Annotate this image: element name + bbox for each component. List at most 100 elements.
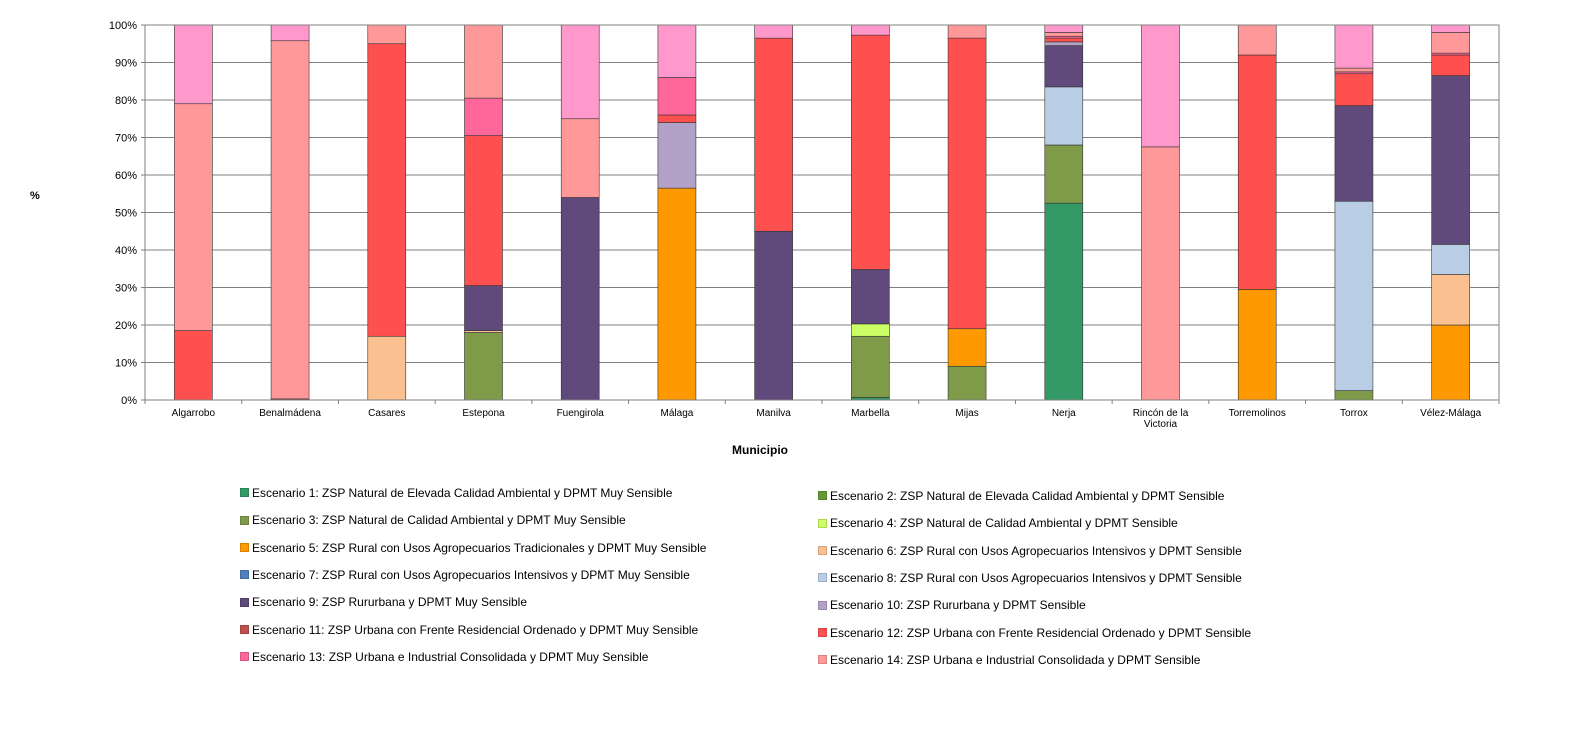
bar-segment	[754, 230, 793, 401]
plot-frame	[144, 24, 1500, 401]
x-tick-label: Algarrobo	[172, 408, 216, 419]
bar-segment	[1431, 32, 1470, 54]
legend-item: Escenario 1: ZSP Natural de Elevada Cali…	[240, 486, 672, 500]
bar-segment	[1334, 67, 1374, 73]
legend-swatch	[240, 652, 249, 662]
bar-segment	[367, 24, 407, 45]
bar-segment	[754, 37, 793, 232]
bar-segment	[464, 97, 503, 136]
legend-item: Escenario 6: ZSP Rural con Usos Agropecu…	[818, 544, 1242, 558]
y-tick-label: 90%	[115, 58, 137, 70]
x-axis-ticks: Algarrobo Benalmádena Casares Estepona Fueng…	[144, 400, 1500, 430]
legend-item: Escenario 9: ZSP Rururbana y DPMT Muy Se…	[240, 595, 527, 609]
bar-segment	[754, 24, 793, 39]
legend-label: Escenario 9: ZSP Rururbana y DPMT Muy Se…	[252, 595, 528, 610]
bar-segment	[1044, 144, 1084, 204]
bar-segment	[1334, 390, 1374, 401]
bar-segment	[367, 335, 407, 401]
bar-segment	[1237, 289, 1277, 401]
legend-item: Escenario 3: ZSP Natural de Calidad Ambi…	[240, 513, 626, 527]
legend-label: Escenario 7: ZSP Rural con Usos Agropecu…	[252, 567, 690, 582]
x-tick-label: Manilva	[756, 408, 791, 419]
legend-swatch	[818, 573, 827, 583]
legend-label: Escenario 2: ZSP Natural de Elevada Cali…	[830, 489, 1225, 503]
bar-segment	[560, 118, 600, 198]
bar-segment	[851, 323, 890, 337]
y-tick-label: 30%	[115, 283, 137, 295]
bar-segment	[947, 37, 987, 330]
bar-segment	[1431, 274, 1470, 326]
bar-segment	[1431, 54, 1470, 76]
y-tick-label: 100%	[109, 20, 137, 32]
gridlines	[145, 24, 1499, 401]
legend-swatch	[240, 515, 249, 525]
legend-label: Escenario 3: ZSP Natural de Calidad Ambi…	[252, 513, 626, 528]
y-tick-label: 60%	[115, 170, 137, 182]
legend-item: Escenario 7: ZSP Rural con Usos Agropecu…	[240, 568, 690, 582]
bar-segment	[464, 285, 503, 331]
y-tick-label: 80%	[115, 95, 137, 107]
legend-swatch	[240, 570, 249, 580]
bar-segment	[1237, 54, 1277, 290]
bar-segment	[1334, 73, 1374, 106]
legend-label: Escenario 11: ZSP Urbana con Frente Resi…	[252, 622, 699, 637]
x-tick-label: Torremolinos	[1229, 408, 1286, 419]
axes	[144, 24, 1500, 401]
x-tick-label: Vélez-Málaga	[1420, 408, 1482, 419]
x-tick-label: Estepona	[462, 408, 505, 419]
legend-item: Escenario 14: ZSP Urbana e Industrial Co…	[818, 653, 1200, 667]
x-tick-label: Fuengirola	[557, 408, 605, 419]
y-tick-label: 0%	[121, 395, 137, 407]
bar-segment	[1431, 24, 1470, 33]
bar-segment	[270, 24, 310, 42]
legend-item: Escenario 5: ZSP Rural con Usos Agropecu…	[240, 541, 706, 555]
bar-segment	[1141, 146, 1180, 401]
legend-label: Escenario 5: ZSP Rural con Usos Agropecu…	[252, 540, 707, 555]
legend-label: Escenario 4: ZSP Natural de Calidad Ambi…	[830, 516, 1178, 531]
legend-label: Escenario 10: ZSP Rururbana y DPMT Sensi…	[830, 598, 1086, 613]
bar-segment	[851, 335, 890, 398]
bar-segment	[1044, 202, 1084, 401]
legend-label: Escenario 1: ZSP Natural de Elevada Cali…	[252, 486, 673, 500]
legend-item: Escenario 11: ZSP Urbana con Frente Resi…	[240, 623, 698, 637]
legend-label: Escenario 6: ZSP Rural con Usos Agropecu…	[830, 543, 1242, 558]
legend-item: Escenario 2: ZSP Natural de Elevada Cali…	[818, 489, 1224, 503]
legend-swatch	[240, 597, 249, 607]
legend-item: Escenario 13: ZSP Urbana e Industrial Co…	[240, 650, 648, 664]
bar-segment	[1044, 24, 1084, 33]
x-axis-title: Municipio	[732, 443, 788, 457]
y-tick-label: 20%	[115, 320, 137, 332]
legend-swatch	[818, 491, 827, 501]
x-tick-label: Marbella	[851, 408, 890, 419]
legend-swatch	[818, 600, 827, 610]
legend-swatch	[818, 518, 827, 528]
bar-segment	[851, 24, 890, 36]
bar-segment	[1334, 105, 1374, 202]
y-tick-label: 10%	[115, 358, 137, 370]
legend-item: Escenario 8: ZSP Rural con Usos Agropecu…	[818, 571, 1242, 585]
bar-segment	[1431, 75, 1470, 245]
x-tick-label: Mijas	[955, 408, 978, 419]
legend-swatch	[240, 542, 249, 552]
bar-segment	[657, 114, 697, 123]
bar-segment	[367, 43, 407, 337]
x-tick-label: Casares	[368, 408, 405, 419]
bar-segment	[657, 77, 697, 116]
bar-segment	[560, 24, 600, 120]
legend-label: Escenario 8: ZSP Rural con Usos Agropecu…	[830, 570, 1242, 585]
bar-segment	[174, 24, 213, 105]
bar-segment	[1044, 45, 1084, 88]
bar-segment	[657, 122, 697, 189]
bar-segment	[1334, 24, 1374, 69]
bar-segment	[464, 332, 503, 401]
x-tick-label: Benalmádena	[259, 408, 321, 419]
bar-segment	[464, 135, 503, 286]
y-axis-ticks: 0% 10% 20% 30% 40% 50% 60% 70% 80% 90% 100%	[109, 20, 145, 407]
bar-segment	[1141, 24, 1180, 148]
legend-swatch	[818, 627, 827, 637]
bar-segment	[1431, 244, 1470, 275]
bar-segment	[1431, 324, 1470, 401]
bar-segment	[947, 365, 987, 401]
y-tick-label: 50%	[115, 208, 137, 220]
x-tick-label: Nerja	[1052, 408, 1076, 419]
